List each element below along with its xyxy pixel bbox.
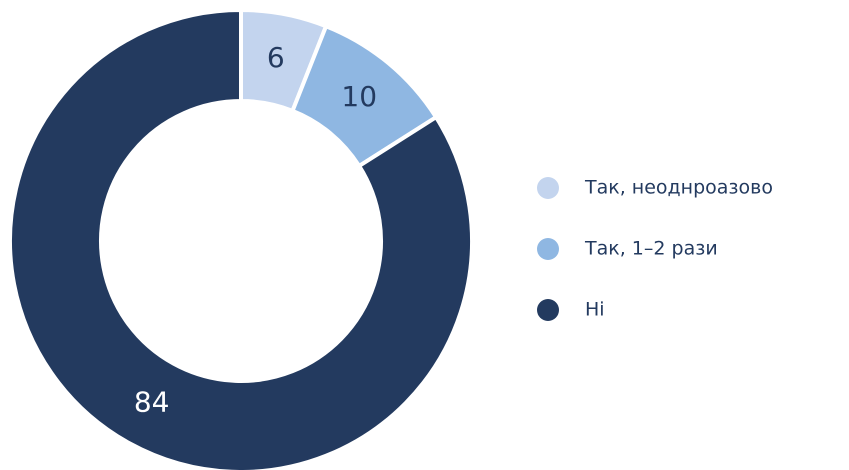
legend-marker [537,299,559,321]
legend-label: Так, 1–2 рази [584,238,718,260]
legend-marker [537,177,559,199]
legend-label: Ні [585,299,605,321]
data-label: 84 [134,386,170,419]
legend-label: Так, неоднроазово [584,177,773,199]
data-label: 6 [267,41,285,74]
data-label: 10 [341,80,377,113]
donut-slice [8,7,474,470]
legend-marker [537,238,559,260]
